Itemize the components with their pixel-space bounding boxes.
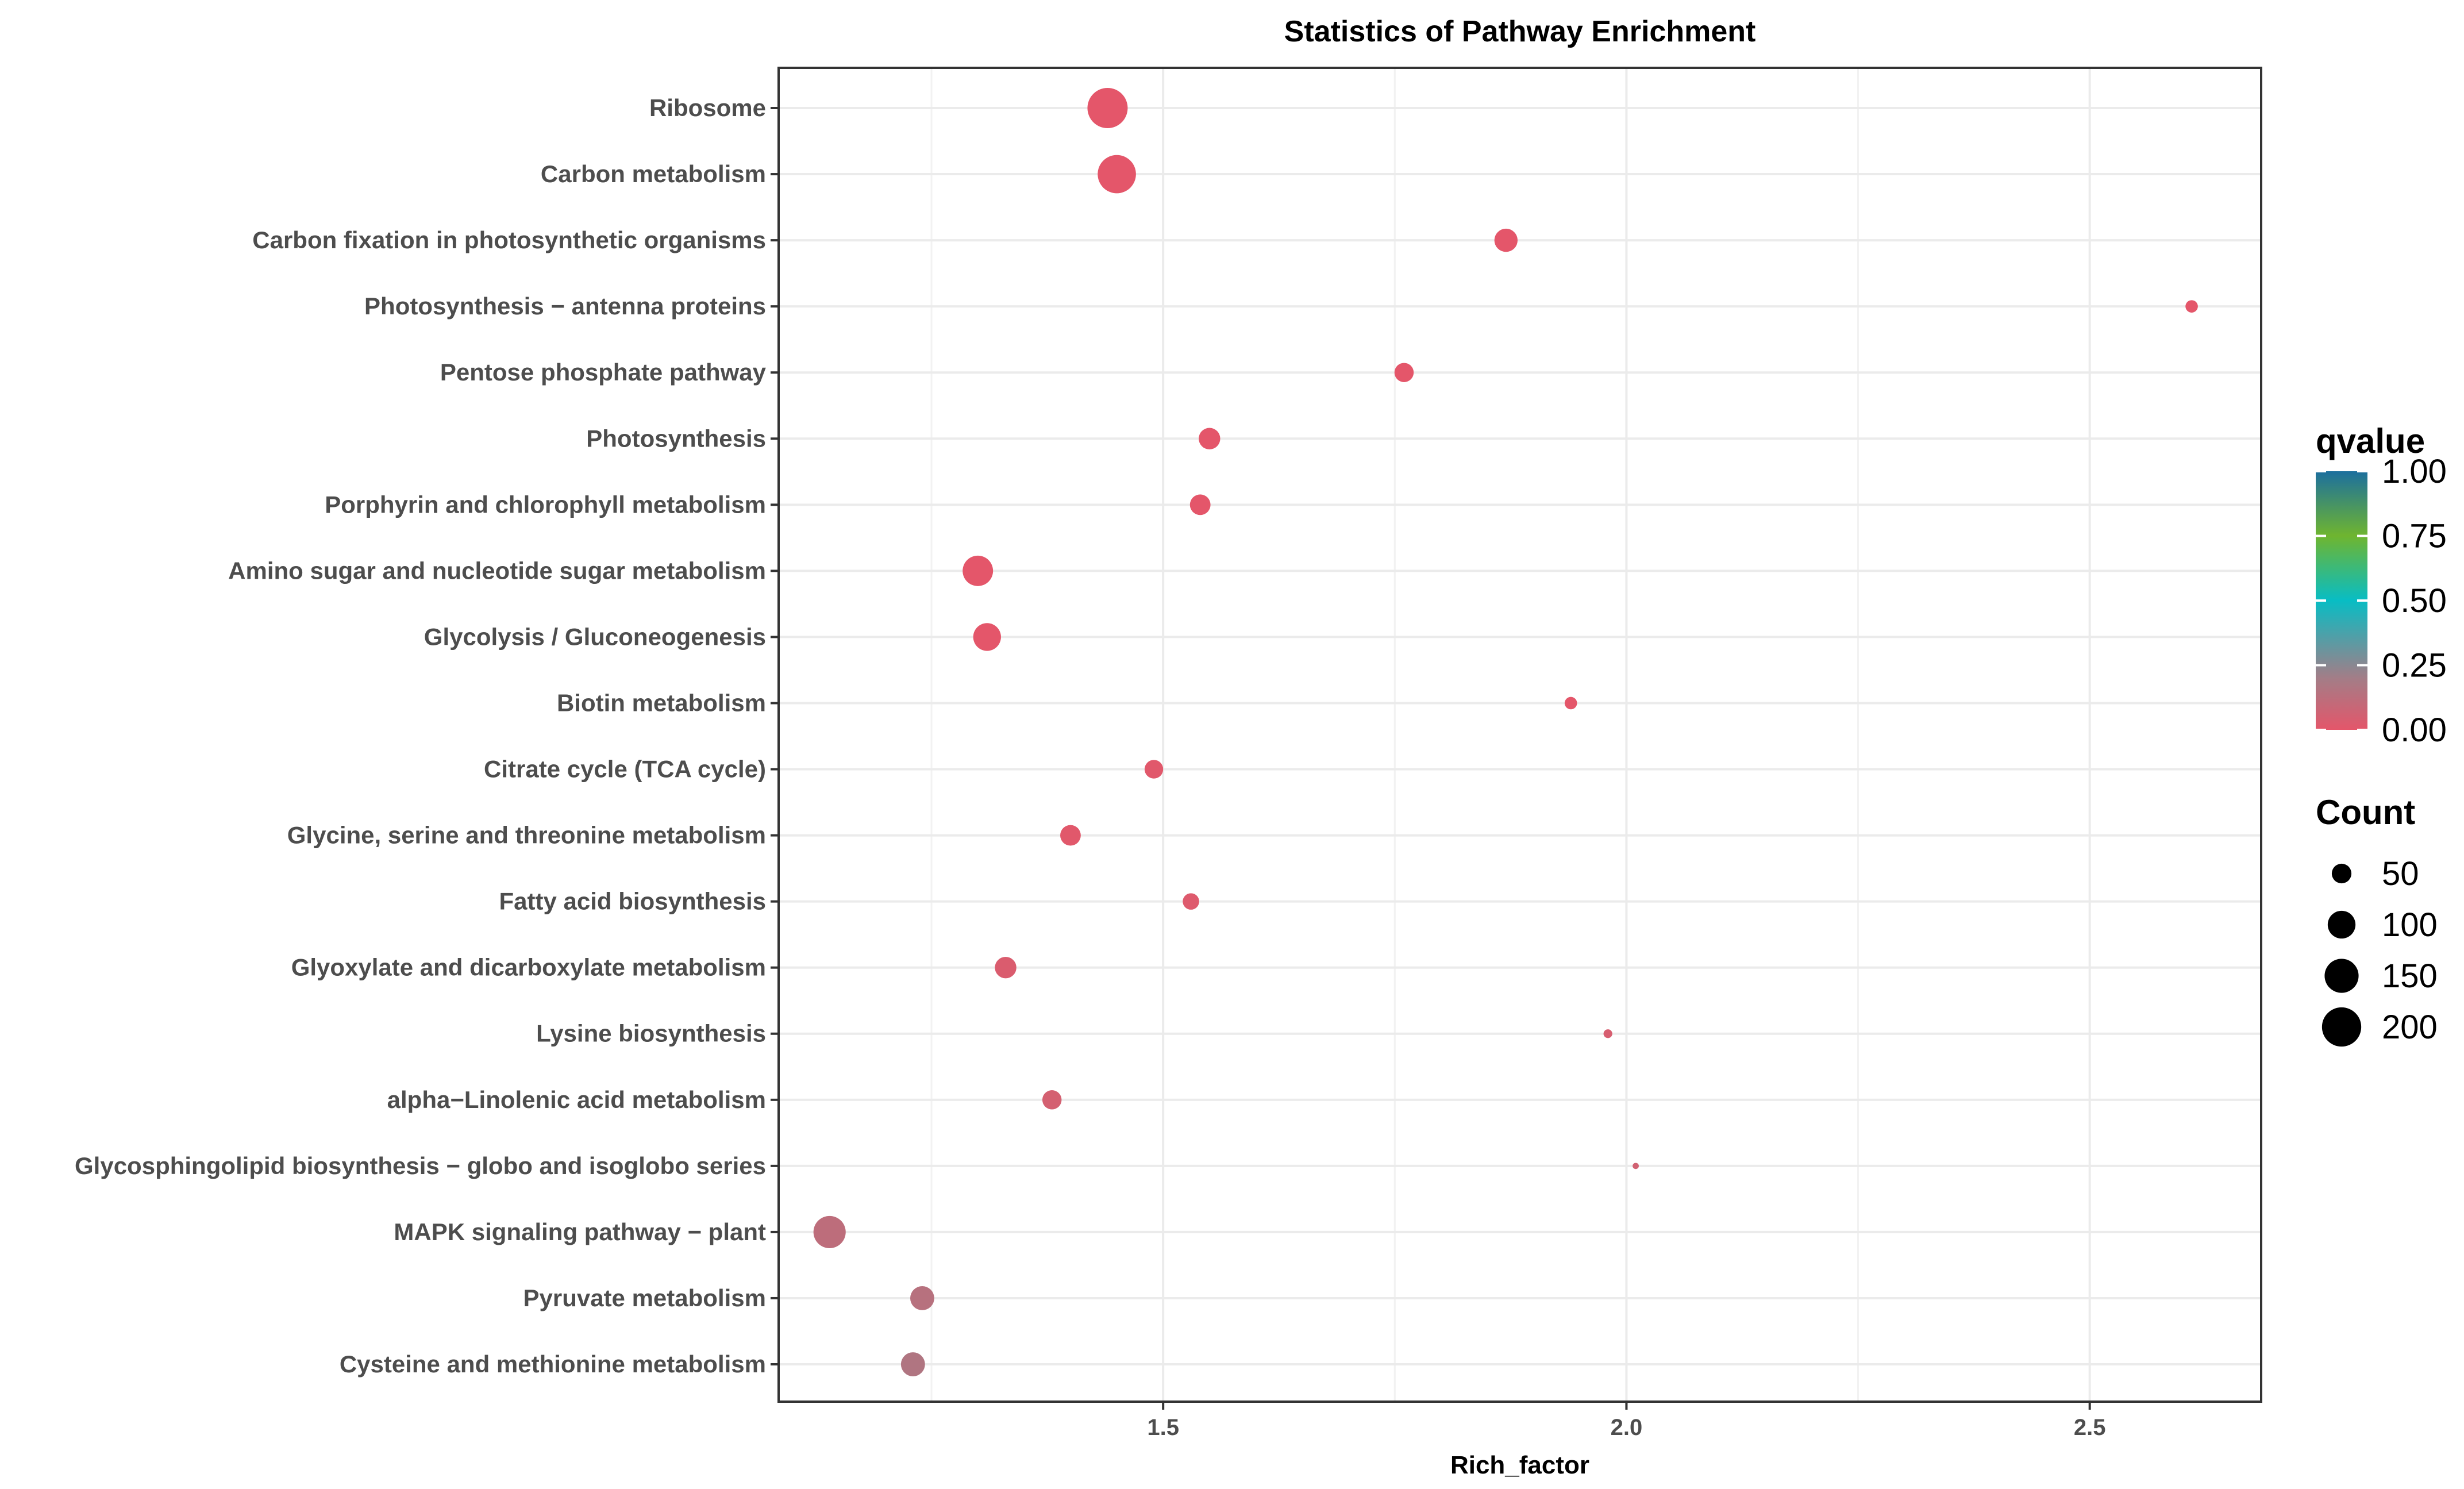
qvalue-legend: qvalue 0.00 0.25 0.50 0.75 1.00	[2316, 422, 2447, 749]
count-legend-dot	[2331, 863, 2352, 884]
plot-panel-border	[777, 67, 2262, 1403]
count-legend-dot	[2327, 910, 2356, 939]
y-tick-label: Carbon metabolism	[541, 160, 766, 187]
y-tick-label: Pyruvate metabolism	[523, 1284, 766, 1311]
data-point	[1144, 760, 1164, 779]
x-axis-label: Rich_factor	[1450, 1451, 1589, 1479]
y-tick-label: Citrate cycle (TCA cycle)	[484, 756, 766, 783]
count-legend-items: 50 100 150 200	[2321, 855, 2438, 1047]
data-point	[1042, 1090, 1062, 1110]
data-point	[1183, 893, 1199, 910]
colorbar-tick-label: 0.25	[2382, 647, 2447, 684]
grid-lines	[779, 68, 2261, 1402]
y-tick-label: Glycosphingolipid biosynthesis − globo a…	[75, 1152, 766, 1179]
data-point	[1394, 363, 1414, 382]
data-point	[973, 623, 1001, 651]
y-tick-label: Lysine biosynthesis	[536, 1020, 766, 1047]
y-axis-labels: Ribosome Carbon metabolism Carbon fixation…	[75, 94, 779, 1378]
y-tick-label: Photosynthesis − antenna proteins	[364, 293, 766, 320]
count-legend-dot	[2321, 1007, 2362, 1047]
x-tick-label: 1.5	[1147, 1415, 1179, 1440]
colorbar-tick-label: 0.50	[2382, 582, 2447, 620]
y-tick-label: Fatty acid biosynthesis	[499, 888, 766, 915]
y-tick-label: Amino sugar and nucleotide sugar metabol…	[228, 557, 766, 584]
qvalue-colorbar-ticks: 0.00 0.25 0.50 0.75 1.00	[2316, 453, 2447, 749]
y-tick-label: Glyoxylate and dicarboxylate metabolism	[291, 954, 766, 981]
y-tick-label: Glycolysis / Gluconeogenesis	[424, 623, 766, 650]
x-tick-label: 2.0	[1611, 1415, 1643, 1440]
y-tick-label: Porphyrin and chlorophyll metabolism	[325, 491, 766, 518]
data-point	[1098, 155, 1136, 194]
data-point	[900, 1352, 925, 1376]
colorbar-tick-label: 0.00	[2382, 711, 2447, 749]
y-tick-label: alpha−Linolenic acid metabolism	[387, 1086, 766, 1113]
data-point	[1199, 428, 1221, 449]
count-legend-label: 50	[2382, 855, 2419, 892]
y-tick-label: Biotin metabolism	[557, 689, 766, 716]
count-legend-label: 100	[2382, 906, 2438, 944]
x-tick-label: 2.5	[2074, 1415, 2106, 1440]
data-point	[910, 1286, 934, 1310]
data-point	[962, 555, 994, 586]
data-points	[813, 88, 2198, 1376]
count-legend-dot	[2324, 959, 2359, 993]
colorbar-tick-label: 0.75	[2382, 518, 2447, 555]
count-legend-title: Count	[2316, 793, 2415, 832]
data-point	[1564, 697, 1577, 710]
chart-title: Statistics of Pathway Enrichment	[1284, 15, 1756, 48]
data-point	[1060, 825, 1081, 846]
qvalue-legend-title: qvalue	[2316, 422, 2425, 460]
data-point	[1633, 1163, 1639, 1169]
y-tick-label: Ribosome	[649, 94, 766, 121]
y-tick-label: Carbon fixation in photosynthetic organi…	[252, 226, 766, 253]
colorbar-tick-label: 1.00	[2382, 453, 2447, 490]
data-point	[1603, 1029, 1612, 1038]
data-point	[1189, 494, 1211, 515]
x-axis: 1.5 2.0 2.5	[1147, 1402, 2105, 1440]
count-legend: Count 50 100 150 200	[2316, 793, 2438, 1047]
count-legend-label: 150	[2382, 957, 2438, 995]
data-point	[2185, 300, 2198, 313]
y-tick-label: MAPK signaling pathway − plant	[394, 1218, 766, 1245]
y-tick-label: Glycine, serine and threonine metabolism	[287, 822, 766, 849]
y-tick-label: Pentose phosphate pathway	[440, 359, 767, 386]
y-tick-label: Cysteine and methionine metabolism	[340, 1351, 766, 1378]
data-point	[813, 1215, 846, 1248]
data-point	[995, 956, 1017, 979]
count-legend-label: 200	[2382, 1009, 2438, 1046]
y-tick-label: Photosynthesis	[586, 425, 766, 452]
data-point	[1087, 88, 1128, 128]
data-point	[1494, 228, 1518, 252]
